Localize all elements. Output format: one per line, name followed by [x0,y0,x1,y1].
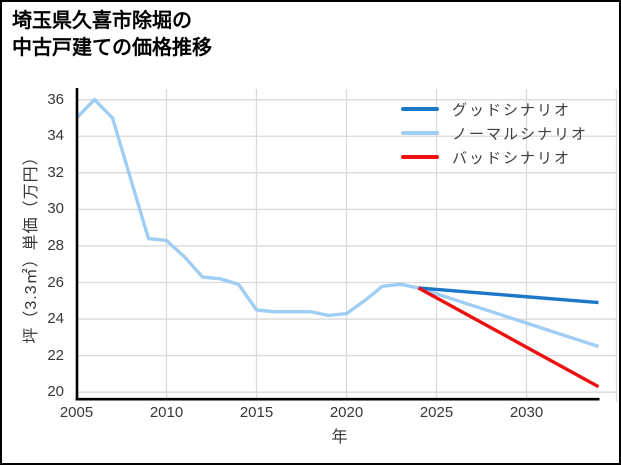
y-tick-label-22: 22 [47,346,64,364]
legend-line-swatch-icon [401,155,439,159]
legend-label: グッドシナリオ [452,101,572,119]
y-tick-label-28: 28 [47,236,64,254]
y-axis-label: 坪（3.3㎡）単価（万円） [23,148,40,344]
y-tick-label-34: 34 [47,127,64,145]
legend-item-0: グッドシナリオ [401,97,588,121]
x-tick-label-2010: 2010 [149,404,184,421]
legend-item-2: バッドシナリオ [401,145,588,169]
legend-label: バッドシナリオ [452,149,572,167]
y-tick-label-26: 26 [47,273,64,291]
legend-label: ノーマルシナリオ [452,125,589,143]
chart-title-line1: 埼玉県久喜市除堀の [12,10,192,32]
series-line-バッドシナリオ [417,286,600,389]
y-tick-label-32: 32 [47,163,64,181]
x-tick-label-2005: 2005 [59,404,94,421]
series-line-グッドシナリオ [418,286,599,305]
y-tick-label-36: 36 [47,90,64,108]
chart-title: 埼玉県久喜市除堀の 中古戸建ての価格推移 [12,8,212,62]
y-tick-label-20: 20 [47,383,64,401]
y-tick-label-30: 30 [47,200,64,218]
x-tick-label-2030: 2030 [509,404,544,421]
legend-line-swatch-icon [401,131,439,135]
series-line-ノーマルシナリオ [417,286,600,349]
x-tick-label-2025: 2025 [419,404,454,421]
x-axis-label: 年 [331,429,349,446]
legend-item-1: ノーマルシナリオ [401,121,588,145]
legend-line-swatch-icon [401,107,439,111]
x-tick-label-2020: 2020 [329,404,364,421]
chart-title-line2: 中古戸建ての価格推移 [12,37,212,59]
series-line-historical [75,97,419,318]
y-tick-label-24: 24 [47,310,64,328]
x-tick-label-2015: 2015 [239,404,274,421]
chart-legend: グッドシナリオ ノーマルシナリオ バッドシナリオ [401,97,588,169]
